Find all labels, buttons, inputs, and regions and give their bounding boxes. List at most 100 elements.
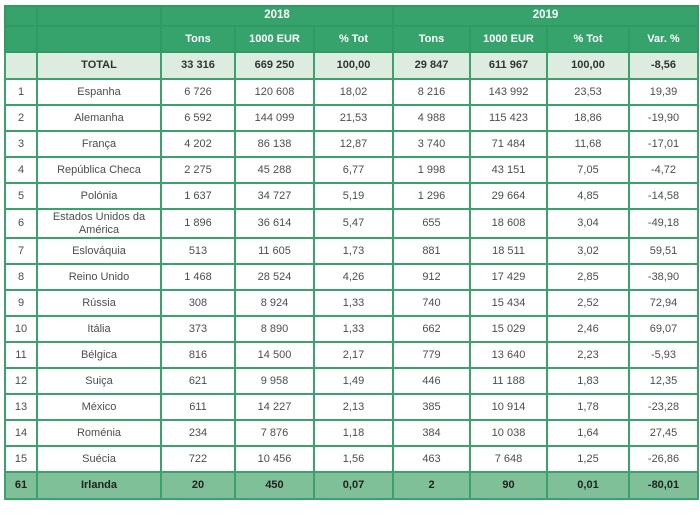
- table-header: 2018 2019 Tons 1000 EUR % Tot Tons 1000 …: [4, 5, 700, 53]
- value-cell: 12,35: [627, 367, 700, 396]
- value-cell: 816: [160, 341, 236, 370]
- value-cell: 2: [392, 471, 471, 501]
- col-header-eur-2019: 1000 EUR: [469, 25, 548, 53]
- value-cell: 513: [160, 237, 236, 266]
- value-cell: 2,85: [546, 263, 630, 292]
- rank-cell: 11: [4, 341, 38, 370]
- col-header-pct-2018: % Tot: [313, 25, 394, 53]
- value-cell: 29 664: [469, 182, 548, 210]
- value-cell: 18,86: [546, 104, 630, 132]
- value-cell: 0,07: [313, 471, 394, 501]
- rank-cell: 10: [4, 315, 38, 344]
- table-body: TOTAL 33 316 669 250 100,00 29 847 611 9…: [4, 51, 700, 501]
- col-header-var-pct: Var. %: [627, 25, 700, 53]
- table-row: 9 Rússia 308 8 924 1,33 740 15 434 2,52 72,94: [4, 289, 700, 318]
- value-cell: 45 288: [234, 156, 315, 184]
- value-cell: 5,19: [313, 182, 394, 210]
- value-cell: 1,49: [313, 367, 394, 396]
- value-cell: 17 429: [469, 263, 548, 292]
- country-cell: Alemanha: [36, 104, 162, 132]
- year-header-row: 2018 2019: [4, 5, 700, 27]
- value-cell: 655: [392, 207, 471, 240]
- total-row: TOTAL 33 316 669 250 100,00 29 847 611 9…: [4, 51, 700, 80]
- value-cell: 385: [392, 393, 471, 422]
- total-value-cell: 100,00: [313, 51, 394, 80]
- value-cell: -80,01: [627, 471, 700, 501]
- table-row: 5 Polónia 1 637 34 727 5,19 1 296 29 664 4,85 -1…: [4, 182, 700, 210]
- value-cell: 120 608: [234, 78, 315, 106]
- value-cell: 115 423: [469, 104, 548, 132]
- col-header-pct-2019: % Tot: [546, 25, 630, 53]
- table-row: 13 México 611 14 227 2,13 385 10 914 1,78 -23,28: [4, 393, 700, 422]
- value-cell: 8 924: [234, 289, 315, 318]
- value-cell: 3,02: [546, 237, 630, 266]
- rank-cell: 13: [4, 393, 38, 422]
- country-cell: Suécia: [36, 445, 162, 474]
- rank-cell: 5: [4, 182, 38, 210]
- value-cell: 621: [160, 367, 236, 396]
- total-label-cell: TOTAL: [36, 51, 162, 80]
- total-value-cell: 29 847: [392, 51, 471, 80]
- total-rank-cell: [4, 51, 38, 80]
- value-cell: -14,58: [627, 182, 700, 210]
- value-cell: 21,53: [313, 104, 394, 132]
- table-row: 7 Eslováquia 513 11 605 1,73 881 18 511 3,02 59,…: [4, 237, 700, 266]
- col-header-eur-2018: 1000 EUR: [234, 25, 315, 53]
- value-cell: 6 592: [160, 104, 236, 132]
- value-cell: 1,18: [313, 419, 394, 448]
- value-cell: 4,85: [546, 182, 630, 210]
- value-cell: 28 524: [234, 263, 315, 292]
- table-row: 1 Espanha 6 726 120 608 18,02 8 216 143 992 23,…: [4, 78, 700, 106]
- table-row: 14 Roménia 234 7 876 1,18 384 10 038 1,64 27,45: [4, 419, 700, 448]
- value-cell: 9 958: [234, 367, 315, 396]
- value-cell: 13 640: [469, 341, 548, 370]
- value-cell: 27,45: [627, 419, 700, 448]
- value-cell: 373: [160, 315, 236, 344]
- country-cell: Itália: [36, 315, 162, 344]
- value-cell: 779: [392, 341, 471, 370]
- country-cell: Suiça: [36, 367, 162, 396]
- value-cell: 1 896: [160, 207, 236, 240]
- value-cell: 1,33: [313, 289, 394, 318]
- value-cell: 7,05: [546, 156, 630, 184]
- value-cell: 446: [392, 367, 471, 396]
- value-cell: 144 099: [234, 104, 315, 132]
- value-cell: 6 726: [160, 78, 236, 106]
- rank-subheader-blank: [4, 25, 38, 53]
- value-cell: -38,90: [627, 263, 700, 292]
- value-cell: 611: [160, 393, 236, 422]
- value-cell: 5,47: [313, 207, 394, 240]
- country-stats-table: 2018 2019 Tons 1000 EUR % Tot Tons 1000 …: [4, 5, 700, 501]
- value-cell: -19,90: [627, 104, 700, 132]
- value-cell: 90: [469, 471, 548, 501]
- value-cell: 0,01: [546, 471, 630, 501]
- value-cell: 10 914: [469, 393, 548, 422]
- value-cell: 1,78: [546, 393, 630, 422]
- value-cell: 10 038: [469, 419, 548, 448]
- value-cell: 7 648: [469, 445, 548, 474]
- value-cell: 4 988: [392, 104, 471, 132]
- value-cell: 11 605: [234, 237, 315, 266]
- value-cell: 2,17: [313, 341, 394, 370]
- total-value-cell: -8,56: [627, 51, 700, 80]
- value-cell: 11 188: [469, 367, 548, 396]
- value-cell: 2,52: [546, 289, 630, 318]
- value-cell: -23,28: [627, 393, 700, 422]
- total-value-cell: 33 316: [160, 51, 236, 80]
- table-row: 11 Bélgica 816 14 500 2,17 779 13 640 2,23 -5,93: [4, 341, 700, 370]
- value-cell: 1,25: [546, 445, 630, 474]
- value-cell: 4 202: [160, 130, 236, 158]
- rank-cell: 12: [4, 367, 38, 396]
- value-cell: 72,94: [627, 289, 700, 318]
- year-2019-header: 2019: [391, 5, 700, 27]
- value-cell: 69,07: [627, 315, 700, 344]
- country-cell: República Checa: [36, 156, 162, 184]
- country-cell: Polónia: [36, 182, 162, 210]
- value-cell: 234: [160, 419, 236, 448]
- country-cell: Espanha: [36, 78, 162, 106]
- value-cell: 11,68: [546, 130, 630, 158]
- value-cell: 1,73: [313, 237, 394, 266]
- value-cell: 1,64: [546, 419, 630, 448]
- country-cell: Rússia: [36, 289, 162, 318]
